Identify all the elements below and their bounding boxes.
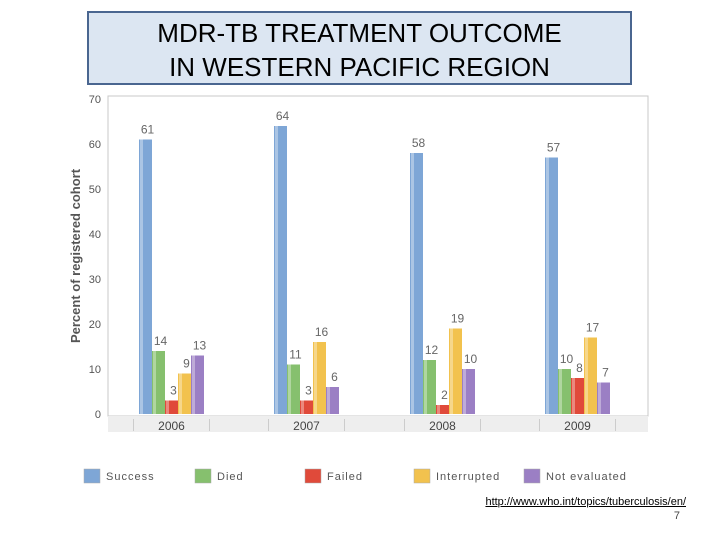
x-axis: 2006 2007 2008 2009 [108, 416, 648, 433]
legend-swatch-4 [523, 468, 541, 484]
bar-highlight-2008-4 [463, 369, 466, 414]
data-label-2007-1: 11 [289, 348, 302, 362]
bar-highlight-2007-2 [301, 400, 304, 414]
data-label-2008-0: 58 [412, 136, 426, 150]
bar-highlight-2009-0 [546, 157, 549, 414]
data-label-2008-1: 12 [425, 343, 439, 357]
legend-swatch-3 [413, 468, 431, 484]
bar-highlight-2008-1 [424, 360, 427, 414]
bar-highlight-2006-2 [166, 400, 169, 414]
page-number: 7 [673, 510, 680, 522]
source-link[interactable]: http://www.who.int/topics/tuberculosis/e… [485, 496, 686, 508]
legend-label-3: Interrupted [436, 471, 500, 483]
bar-highlight-2008-0 [411, 153, 414, 414]
bar-highlight-2008-3 [450, 328, 453, 414]
y-tick-label-1: 10 [89, 364, 101, 376]
bar-2006-0 [139, 139, 152, 414]
bar-2009-3 [584, 337, 597, 414]
bar-highlight-2007-4 [327, 387, 330, 414]
data-label-2007-0: 64 [276, 109, 290, 123]
bar-highlight-2009-3 [585, 337, 588, 414]
data-label-2009-4: 7 [602, 366, 609, 380]
legend-swatch-2 [304, 468, 322, 484]
bar-2008-1 [423, 360, 436, 414]
data-label-2009-3: 17 [586, 321, 600, 335]
bar-2008-4 [462, 369, 475, 414]
data-label-2009-1: 10 [560, 352, 574, 366]
data-label-2009-2: 8 [576, 361, 583, 375]
legend-label-2: Failed [327, 471, 363, 483]
bar-2006-4 [191, 355, 204, 414]
bar-highlight-2007-0 [275, 126, 278, 414]
bar-2007-4 [326, 387, 339, 414]
bar-2006-1 [152, 351, 165, 414]
bar-2007-1 [287, 364, 300, 414]
x-tick-label-1: 2007 [293, 419, 320, 433]
legend: Success Died Failed Interrupted Not evaluate… [83, 468, 627, 484]
bar-highlight-2006-0 [140, 139, 143, 414]
bar-2009-4 [597, 382, 610, 414]
x-tick-label-3: 2009 [564, 419, 591, 433]
bar-highlight-2007-1 [288, 364, 291, 414]
bar-highlight-2006-4 [192, 355, 195, 414]
bar-2007-3 [313, 342, 326, 414]
data-label-2008-2: 2 [441, 388, 448, 402]
data-label-2006-4: 13 [193, 339, 207, 353]
legend-label-1: Died [217, 471, 244, 483]
legend-label-0: Success [106, 471, 155, 483]
y-tick-label-6: 60 [89, 139, 101, 151]
legend-label-4: Not evaluated [546, 471, 627, 483]
y-tick-label-2: 20 [89, 319, 101, 331]
data-label-2006-3: 9 [183, 357, 190, 371]
y-tick-label-5: 50 [89, 184, 101, 196]
data-label-2009-0: 57 [547, 141, 561, 155]
data-label-2007-3: 16 [315, 325, 329, 339]
bar-highlight-2008-2 [437, 405, 440, 414]
chart-title-line-1: MDR-TB TREATMENT OUTCOME [157, 18, 562, 48]
bar-highlight-2009-2 [572, 378, 575, 414]
y-tick-label-0: 0 [95, 409, 101, 421]
chart-title-line-2: IN WESTERN PACIFIC REGION [169, 52, 550, 82]
bar-2008-2 [436, 405, 449, 414]
x-tick-label-0: 2006 [158, 419, 185, 433]
bar-highlight-2009-4 [598, 382, 601, 414]
bar-2006-3 [178, 373, 191, 414]
bar-highlight-2009-1 [559, 369, 562, 414]
bar-2008-3 [449, 328, 462, 414]
y-tick-label-4: 40 [89, 229, 101, 241]
legend-swatch-1 [194, 468, 212, 484]
y-axis-ticks: 0 10 20 30 40 50 60 70 [89, 94, 101, 421]
data-label-2006-2: 3 [170, 384, 177, 398]
y-axis-label: Percent of registered cohort [68, 168, 83, 343]
data-label-2006-0: 61 [141, 123, 155, 137]
y-tick-label-7: 70 [89, 94, 101, 106]
data-label-2006-1: 14 [154, 334, 168, 348]
y-tick-label-3: 30 [89, 274, 101, 286]
bar-2009-2 [571, 378, 584, 414]
title-box: MDR-TB TREATMENT OUTCOME IN WESTERN PACI… [87, 11, 632, 85]
legend-swatch-0 [83, 468, 101, 484]
data-label-2008-4: 10 [464, 352, 478, 366]
x-axis-band [108, 416, 648, 432]
bar-2007-2 [300, 400, 313, 414]
bar-2009-1 [558, 369, 571, 414]
bar-highlight-2006-1 [153, 351, 156, 414]
x-tick-label-2: 2008 [429, 419, 456, 433]
bar-2008-0 [410, 153, 423, 414]
bar-2006-2 [165, 400, 178, 414]
bar-2009-0 [545, 157, 558, 414]
data-label-2008-3: 19 [451, 312, 465, 326]
bar-2007-0 [274, 126, 287, 414]
bar-highlight-2006-3 [179, 373, 182, 414]
data-label-2007-4: 6 [331, 370, 338, 384]
bar-highlight-2007-3 [314, 342, 317, 414]
data-label-2007-2: 3 [305, 384, 312, 398]
